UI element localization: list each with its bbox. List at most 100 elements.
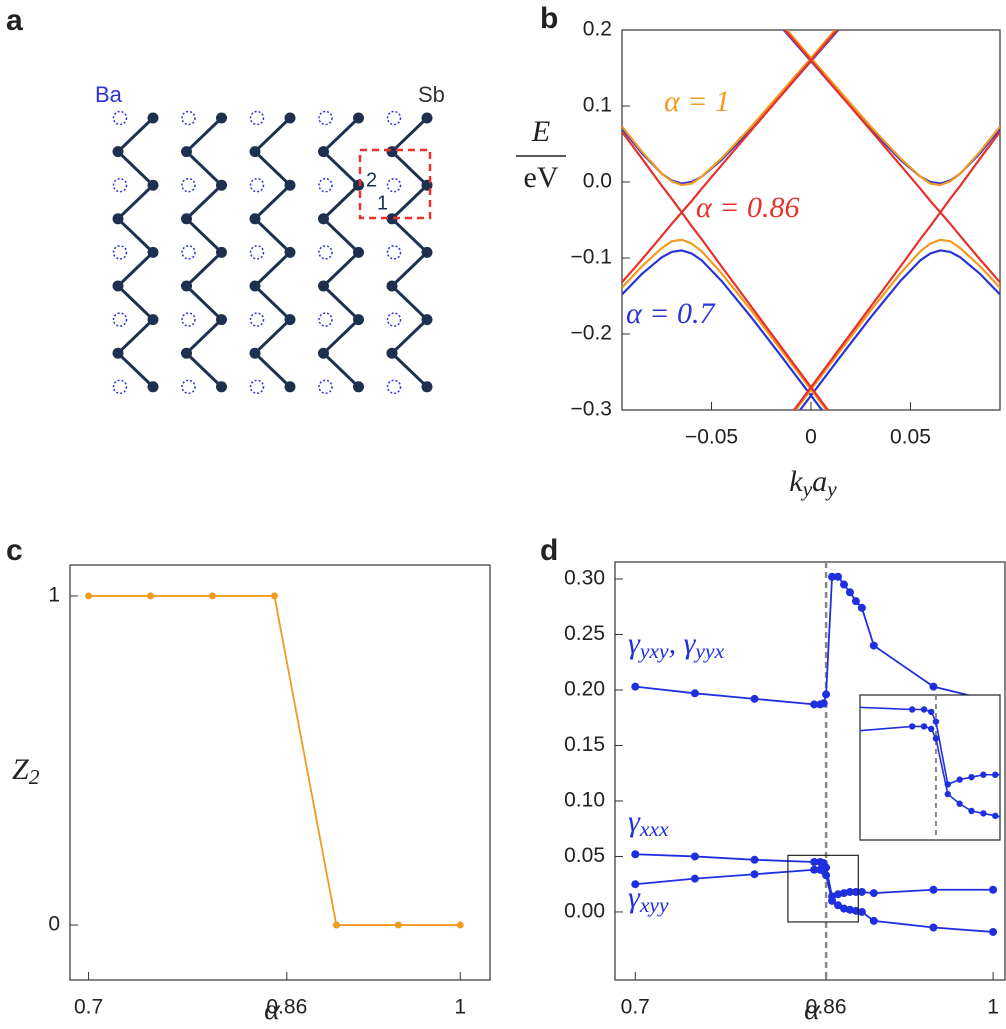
panel-label: b (540, 2, 558, 35)
label-part: , γ (669, 627, 697, 660)
point (394, 921, 402, 929)
point (690, 852, 699, 861)
y-tick-label: 0.15 (564, 733, 605, 756)
point (968, 807, 975, 815)
axis-label: kyay (789, 465, 837, 501)
plot-area (85, 592, 464, 929)
ba-atom (181, 110, 196, 126)
ba-atom (181, 312, 196, 327)
point (921, 363, 927, 369)
sb-atom (147, 246, 159, 258)
point (839, 889, 848, 898)
point (956, 776, 963, 783)
point (992, 771, 999, 778)
y-tick-label: 0.0 (583, 170, 612, 193)
sb-atom (249, 347, 261, 359)
point (147, 592, 155, 600)
point (909, 363, 915, 369)
point (980, 810, 987, 817)
series-line (794, 238, 1000, 410)
sb-atom (147, 179, 159, 191)
point (845, 887, 854, 896)
sb-atom (386, 347, 398, 359)
inset-area (553, 85, 1000, 840)
ba-atom (318, 379, 333, 395)
x-tick-label: 0.05 (890, 426, 931, 449)
ba-atom (181, 379, 196, 395)
annotation: α = 0.7 (626, 297, 716, 330)
point (819, 699, 828, 708)
label-part: γ (628, 881, 641, 914)
ba-atom (318, 110, 333, 126)
sb-atom (318, 347, 329, 359)
label-part: a (812, 465, 827, 498)
point (945, 85, 951, 91)
series-line (860, 706, 1000, 786)
plot-frame (69, 564, 491, 981)
x-tick-label: 0.7 (621, 996, 650, 1019)
point (845, 905, 854, 914)
series-line (635, 868, 994, 933)
point (956, 800, 963, 807)
sb-atom (318, 280, 329, 292)
point (992, 812, 999, 820)
ba-atom (386, 379, 402, 395)
point (810, 858, 819, 867)
point (929, 885, 938, 894)
label-part: γ (628, 805, 641, 838)
ba-atom (318, 245, 333, 260)
ba-atom (318, 312, 333, 327)
ba-atom (386, 177, 402, 193)
point (839, 580, 848, 589)
point (828, 572, 837, 581)
sb-atom (147, 314, 159, 326)
point (869, 889, 878, 898)
point (553, 324, 559, 330)
subscript: xyy (639, 893, 669, 917)
series-line (622, 238, 828, 410)
point (839, 904, 848, 913)
sb-atom (112, 347, 124, 359)
ba-atom (386, 110, 402, 126)
point (631, 880, 640, 889)
sb-atom (216, 246, 227, 258)
plot-frame (614, 561, 1006, 981)
atom-label: Sb (418, 82, 445, 107)
point (810, 865, 819, 874)
label-part: α (804, 993, 821, 1026)
label-part: Z (12, 753, 29, 786)
point (956, 85, 962, 91)
point (928, 361, 934, 367)
subscript: yyx (693, 639, 724, 663)
point (672, 694, 678, 700)
sb-atom (216, 112, 227, 124)
ba-atom (249, 379, 265, 395)
point (834, 572, 843, 581)
plot-area (631, 562, 998, 980)
point (857, 907, 866, 916)
series-line (622, 30, 840, 185)
sb-atom (147, 381, 159, 393)
point (909, 723, 916, 730)
point (85, 592, 93, 600)
y-tick-label: 1 (48, 583, 60, 606)
lattice (112, 110, 433, 395)
ba-atom (181, 177, 196, 193)
sb-atom (318, 213, 329, 225)
x-tick-label: 1 (987, 996, 999, 1019)
sb-atom (353, 179, 364, 191)
inset-frame (859, 694, 1001, 841)
point (631, 850, 640, 859)
sb-atom (147, 112, 159, 124)
series-line (622, 30, 837, 187)
y-tick-label: 0.1 (583, 94, 612, 117)
ba-atom (318, 177, 333, 193)
axis-label: α (264, 993, 281, 1026)
series-line (783, 30, 1000, 215)
point (920, 723, 928, 730)
sb-atom (284, 381, 296, 393)
ba-atom (249, 245, 265, 260)
sb-atom (353, 314, 364, 326)
point (929, 923, 938, 932)
